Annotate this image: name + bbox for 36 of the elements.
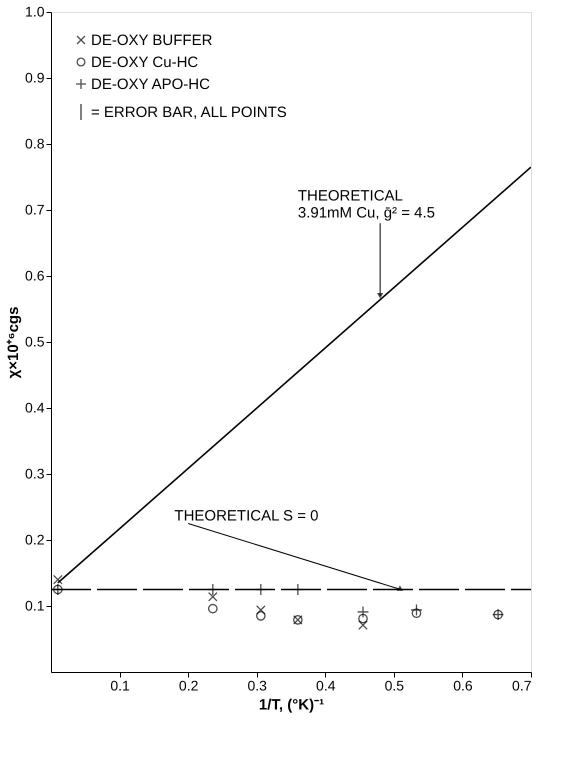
point xyxy=(356,606,370,618)
x-tick-label: 0.3 xyxy=(247,678,268,694)
point xyxy=(256,605,266,615)
x-tick-label: 0.7 xyxy=(512,678,532,694)
legend-label: DE-OXY Cu-HC xyxy=(91,54,198,71)
x-tick-label: 0.5 xyxy=(384,678,404,694)
y-tick-label: 0.4 xyxy=(25,400,45,416)
y-tick-label: 0.6 xyxy=(25,268,45,284)
point xyxy=(208,592,218,602)
point xyxy=(53,574,63,584)
y-tick-label: 0.3 xyxy=(25,466,45,482)
y-tick-label: 0.1 xyxy=(25,598,45,614)
x-tick-label: 0.2 xyxy=(178,678,199,694)
point xyxy=(256,611,266,621)
annotation: THEORETICAL 3.91mM Cu, ḡ² = 4.5 xyxy=(298,187,436,222)
point xyxy=(254,583,267,596)
y-tick-label: 0.2 xyxy=(25,532,45,548)
y-axis-title: χ×10⁺⁶cgs xyxy=(5,306,22,378)
y-tick-label: 0.7 xyxy=(25,202,45,218)
annotation: = ERROR BAR, ALL POINTS xyxy=(91,104,287,121)
x-tick-label: 0.4 xyxy=(316,678,336,694)
legend-label: DE-OXY APO-HC xyxy=(91,76,210,93)
y-tick-label: 0.5 xyxy=(25,334,45,350)
point xyxy=(410,604,423,616)
x-axis-title: 1/T, (°K)⁻¹ xyxy=(258,696,324,714)
y-tick-label: 1.0 xyxy=(25,4,45,20)
legend-label: DE-OXY BUFFER xyxy=(91,32,213,49)
x-tick-label: 0.1 xyxy=(110,678,130,694)
y-tick-label: 0.9 xyxy=(25,70,45,86)
y-tick-label: 0.8 xyxy=(25,136,45,152)
point xyxy=(206,583,219,596)
point xyxy=(292,583,304,596)
annotation: THEORETICAL S = 0 xyxy=(174,508,319,524)
point xyxy=(412,608,422,618)
x-tick-label: 0.6 xyxy=(453,678,473,694)
point xyxy=(208,604,218,614)
